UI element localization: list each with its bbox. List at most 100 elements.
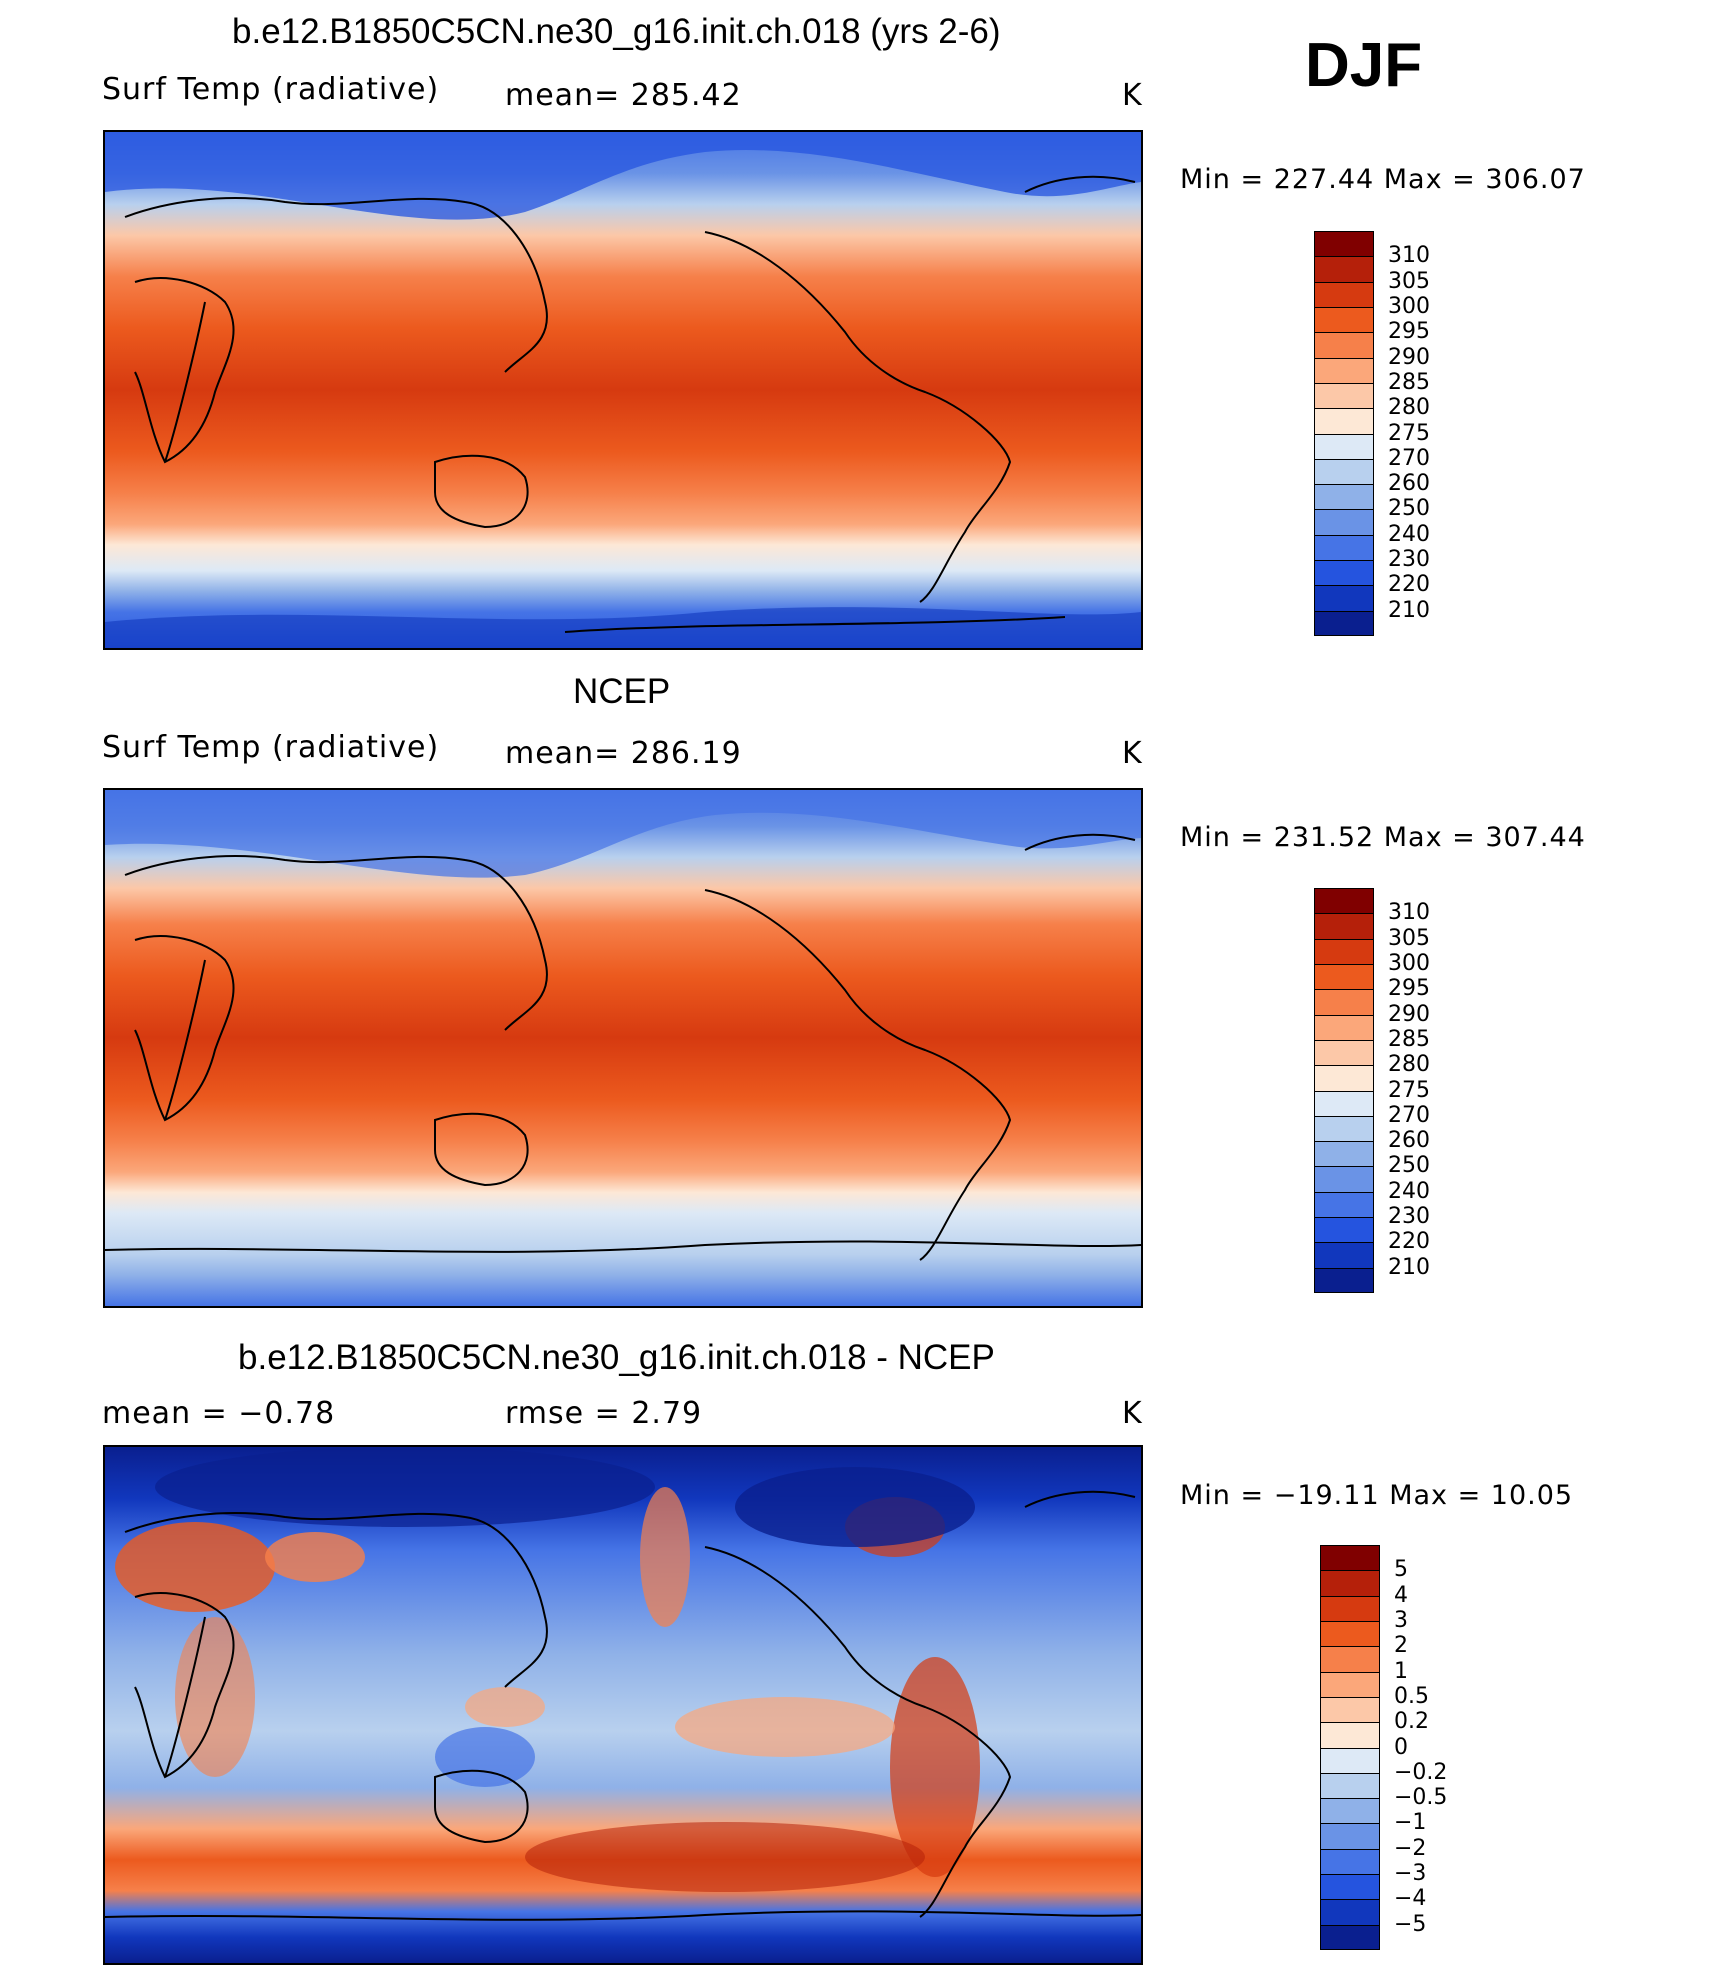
colorbar-divider (1314, 306, 1374, 308)
colorbar-divider (1314, 433, 1374, 435)
colorbar-swatch (1314, 332, 1374, 358)
colorbar-tick-label: 2 (1394, 1633, 1408, 1659)
colorbar-tick-label: 300 (1388, 950, 1430, 976)
colorbar-tick-label: 220 (1388, 1229, 1430, 1255)
colorbar-tick-label: 275 (1388, 1077, 1430, 1103)
colorbar-swatch (1314, 913, 1374, 939)
colorbar-divider (1314, 913, 1374, 915)
colorbar-model: 310 305 300 295 290 285 280 275 270 260 250 240 230 2… (1314, 231, 1430, 636)
colorbar-swatch (1314, 509, 1374, 535)
colorbar-divider (1314, 1217, 1374, 1219)
colorbar-divider (1314, 1191, 1374, 1193)
colorbar-tick-label: 210 (1388, 597, 1430, 623)
colorbar-tick-label: 310 (1388, 900, 1430, 926)
colorbar-divider (1320, 1646, 1380, 1648)
colorbar-swatch (1314, 963, 1374, 990)
colorbar-swatch (1320, 1924, 1380, 1950)
map-observed (103, 788, 1143, 1308)
colorbar-divider (1314, 509, 1374, 511)
colorbar-divider (1320, 1595, 1380, 1597)
colorbar-swatch (1314, 357, 1374, 383)
colorbar-swatch (1320, 1722, 1380, 1748)
units-label: K (1122, 736, 1143, 771)
colorbar-tick-label: 220 (1388, 572, 1430, 598)
colorbar-swatch (1320, 1570, 1380, 1596)
colorbar-divider (1314, 585, 1374, 587)
temperature-field (105, 132, 1141, 648)
colorbar-divider (1320, 1696, 1380, 1698)
rmse-label: rmse = 2.79 (505, 1396, 703, 1431)
colorbar-tick-label: 0.2 (1394, 1709, 1429, 1735)
season-label: DJF (1305, 31, 1423, 100)
colorbar-tick-label: 0.5 (1394, 1683, 1429, 1709)
colorbar-divider (1314, 963, 1374, 965)
colorbar-swatch (1314, 1014, 1374, 1040)
colorbar-swatch (1314, 1217, 1374, 1243)
coastlines (105, 833, 1141, 1261)
colorbar-swatch (1314, 1065, 1374, 1091)
colorbar-tick-label: 310 (1388, 243, 1430, 269)
colorbar-tick-label: −2 (1394, 1835, 1427, 1861)
colorbar-tick-label: 280 (1388, 395, 1430, 421)
colorbar-divider (1320, 1924, 1380, 1926)
colorbar-swatch (1314, 458, 1374, 485)
colorbar-tick-label: 1 (1394, 1658, 1408, 1684)
colorbar-divider (1320, 1823, 1380, 1825)
map-model (103, 130, 1143, 650)
colorbar-swatch (1314, 281, 1374, 307)
colorbar-tick-label: 250 (1388, 496, 1430, 522)
colorbar-divider (1314, 1166, 1374, 1168)
colorbar-swatch (1314, 433, 1374, 459)
colorbar-tick-label: 230 (1388, 1204, 1430, 1230)
colorbar-swatch (1314, 382, 1374, 409)
min-max-label: Min = −19.11 Max = 10.05 (1180, 1480, 1574, 1511)
colorbar-divider (1320, 1570, 1380, 1572)
mean-label: mean= 285.42 (505, 78, 742, 113)
colorbar-swatch (1314, 256, 1374, 282)
colorbar-swatch (1320, 1798, 1380, 1824)
colorbar-divider (1320, 1772, 1380, 1774)
arctic-cold-region (105, 132, 1141, 220)
colorbar-divider (1314, 1141, 1374, 1143)
colorbar-box (1314, 888, 1374, 1293)
panel-title: NCEP (573, 672, 671, 711)
units-label: K (1122, 78, 1143, 113)
colorbar-tick-label: 290 (1388, 344, 1430, 370)
colorbar-tick-label: 285 (1388, 369, 1430, 395)
colorbar-tick-label: 250 (1388, 1153, 1430, 1179)
colorbar-swatch (1314, 231, 1374, 257)
colorbar-tick-label: 275 (1388, 420, 1430, 446)
colorbar-tick-label: 260 (1388, 1128, 1430, 1154)
colorbar-divider (1314, 1267, 1374, 1269)
colorbar-swatch (1314, 610, 1374, 636)
colorbar-tick-label: 4 (1394, 1582, 1408, 1608)
colorbar-divider (1314, 938, 1374, 940)
colorbar-swatch (1320, 1620, 1380, 1647)
colorbar-swatch (1320, 1747, 1380, 1773)
colorbar-tick-label: 270 (1388, 1102, 1430, 1128)
colorbar-swatch (1314, 484, 1374, 510)
colorbar-tick-label: 260 (1388, 471, 1430, 497)
colorbar-swatch (1314, 1039, 1374, 1066)
colorbar-tick-label: 280 (1388, 1052, 1430, 1078)
colorbar-tick-label: 270 (1388, 445, 1430, 471)
coastlines (124, 175, 1136, 633)
colorbar-divider (1314, 610, 1374, 612)
panel-title: b.e12.B1850C5CN.ne30_g16.init.ch.018 (yr… (232, 12, 1001, 51)
colorbar-divider (1314, 1242, 1374, 1244)
colorbar-tick-label: 3 (1394, 1607, 1408, 1633)
colorbar-swatch (1314, 534, 1374, 561)
colorbar-swatch (1314, 1115, 1374, 1142)
colorbar-divider (1320, 1798, 1380, 1800)
colorbar-divider (1320, 1722, 1380, 1724)
colorbar-divider (1314, 1065, 1374, 1067)
colorbar-divider (1320, 1848, 1380, 1850)
colorbar-divider (1314, 1039, 1374, 1041)
arctic-cold-region (105, 790, 1141, 878)
colorbar-tick-label: −4 (1394, 1886, 1427, 1912)
colorbar-swatch (1320, 1696, 1380, 1723)
colorbar-tick-label: 295 (1388, 976, 1430, 1002)
mean-label: mean = −0.78 (102, 1396, 336, 1431)
colorbar-divider (1320, 1671, 1380, 1673)
colorbar-divider (1314, 1014, 1374, 1016)
